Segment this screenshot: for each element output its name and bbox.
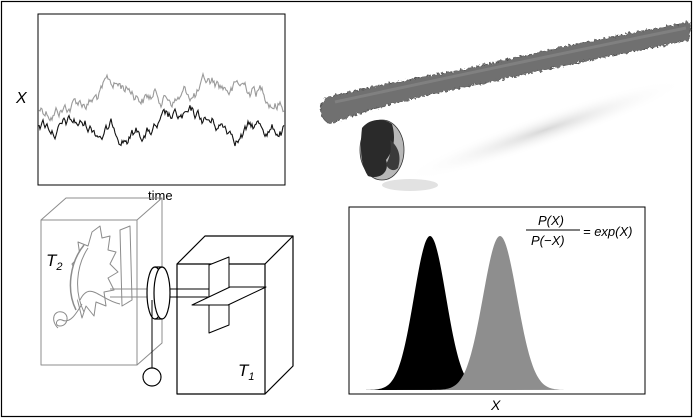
fluctuation-formula: P(X) P(−X) = exp(X) [526, 213, 633, 248]
spring-icon [53, 303, 83, 329]
filament-highlight [334, 26, 687, 104]
distribution-x-axis-label: X [490, 397, 501, 413]
motor-protein-shadow [382, 179, 438, 191]
formula-denominator: P(−X) [531, 233, 565, 248]
trace-y-axis-label: X [15, 90, 28, 107]
hanging-weight [142, 367, 162, 387]
motor-protein-dark-lobe-2 [386, 140, 400, 171]
protein-render [320, 21, 691, 191]
motor-protein-dark-lobe [360, 119, 394, 178]
distribution-curve-negative [366, 236, 494, 390]
cold-bath-box [176, 235, 294, 395]
trace-x-axis-label: time [148, 188, 173, 203]
trace-series-dark [38, 105, 285, 147]
ratchet-wheel [69, 225, 119, 319]
ratchet-panel: T2 T1 [40, 197, 294, 395]
pulley-wheel [146, 266, 171, 320]
hot-bath-box [40, 197, 163, 366]
pawl-mechanism [79, 225, 133, 307]
formula-numerator: P(X) [538, 213, 564, 228]
distribution-panel: X P(X) P(−X) = exp(X) [348, 206, 646, 413]
trace-plot-box [37, 13, 286, 186]
trace-panel: X time [15, 13, 286, 203]
filament-shadow [403, 78, 687, 182]
vane-paddle [191, 256, 267, 334]
distribution-curve-positive [432, 236, 568, 390]
hot-bath-label: T2 [46, 251, 63, 273]
trace-series-light [38, 71, 285, 122]
cold-bath-label: T1 [238, 361, 255, 383]
formula-rhs: = exp(X) [583, 224, 633, 239]
